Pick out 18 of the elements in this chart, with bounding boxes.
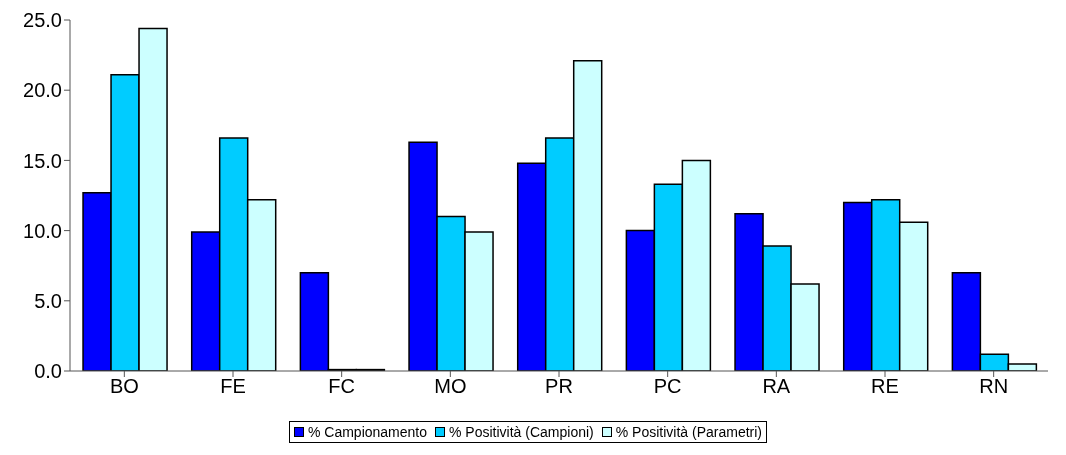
legend-label: % Positività (Campioni) (448, 424, 594, 440)
x-tick-label: FC (328, 375, 355, 398)
x-tick-label: RN (979, 375, 1009, 398)
x-tick-label: PR (545, 375, 573, 398)
y-tick-label: 25.0 (23, 9, 62, 32)
y-tick-label: 5.0 (34, 289, 62, 312)
x-tick-label: RE (871, 375, 899, 398)
x-tick-label: BO (109, 375, 139, 398)
x-tick-label: FE (220, 375, 246, 398)
y-tick-label: 0.0 (34, 360, 62, 383)
legend-label: % Campionamento (306, 424, 428, 440)
x-tick-label: MO (434, 375, 467, 398)
x-tick-label: PC (653, 375, 682, 398)
x-tick-label: RA (762, 375, 791, 398)
y-tick-label: 15.0 (23, 149, 62, 172)
legend-label: % Positività (Parametri) (614, 424, 763, 440)
y-tick-label: 10.0 (23, 219, 62, 242)
y-tick-label: 20.0 (23, 79, 62, 102)
